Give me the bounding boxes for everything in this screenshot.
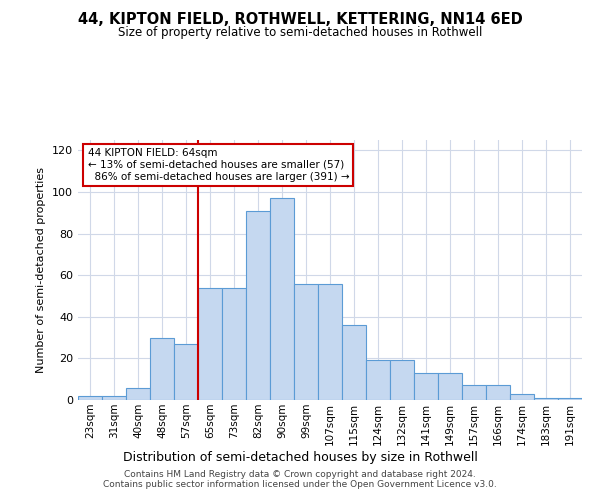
Bar	[174, 344, 198, 400]
Text: Contains HM Land Registry data © Crown copyright and database right 2024.
Contai: Contains HM Land Registry data © Crown c…	[103, 470, 497, 489]
Bar	[294, 284, 318, 400]
Bar	[462, 386, 486, 400]
Bar	[78, 396, 102, 400]
Y-axis label: Number of semi-detached properties: Number of semi-detached properties	[37, 167, 46, 373]
Bar	[270, 198, 294, 400]
Bar	[414, 373, 438, 400]
Bar	[438, 373, 462, 400]
Text: Size of property relative to semi-detached houses in Rothwell: Size of property relative to semi-detach…	[118, 26, 482, 39]
Bar	[246, 210, 270, 400]
Bar	[390, 360, 414, 400]
Text: Distribution of semi-detached houses by size in Rothwell: Distribution of semi-detached houses by …	[122, 451, 478, 464]
Text: 44 KIPTON FIELD: 64sqm
← 13% of semi-detached houses are smaller (57)
  86% of s: 44 KIPTON FIELD: 64sqm ← 13% of semi-det…	[88, 148, 349, 182]
Bar	[534, 398, 558, 400]
Bar	[150, 338, 174, 400]
Bar	[342, 325, 366, 400]
Bar	[486, 386, 510, 400]
Bar	[510, 394, 534, 400]
Bar	[126, 388, 150, 400]
Bar	[318, 284, 342, 400]
Bar	[102, 396, 126, 400]
Bar	[198, 288, 222, 400]
Bar	[558, 398, 582, 400]
Bar	[366, 360, 390, 400]
Text: 44, KIPTON FIELD, ROTHWELL, KETTERING, NN14 6ED: 44, KIPTON FIELD, ROTHWELL, KETTERING, N…	[77, 12, 523, 28]
Bar	[222, 288, 246, 400]
